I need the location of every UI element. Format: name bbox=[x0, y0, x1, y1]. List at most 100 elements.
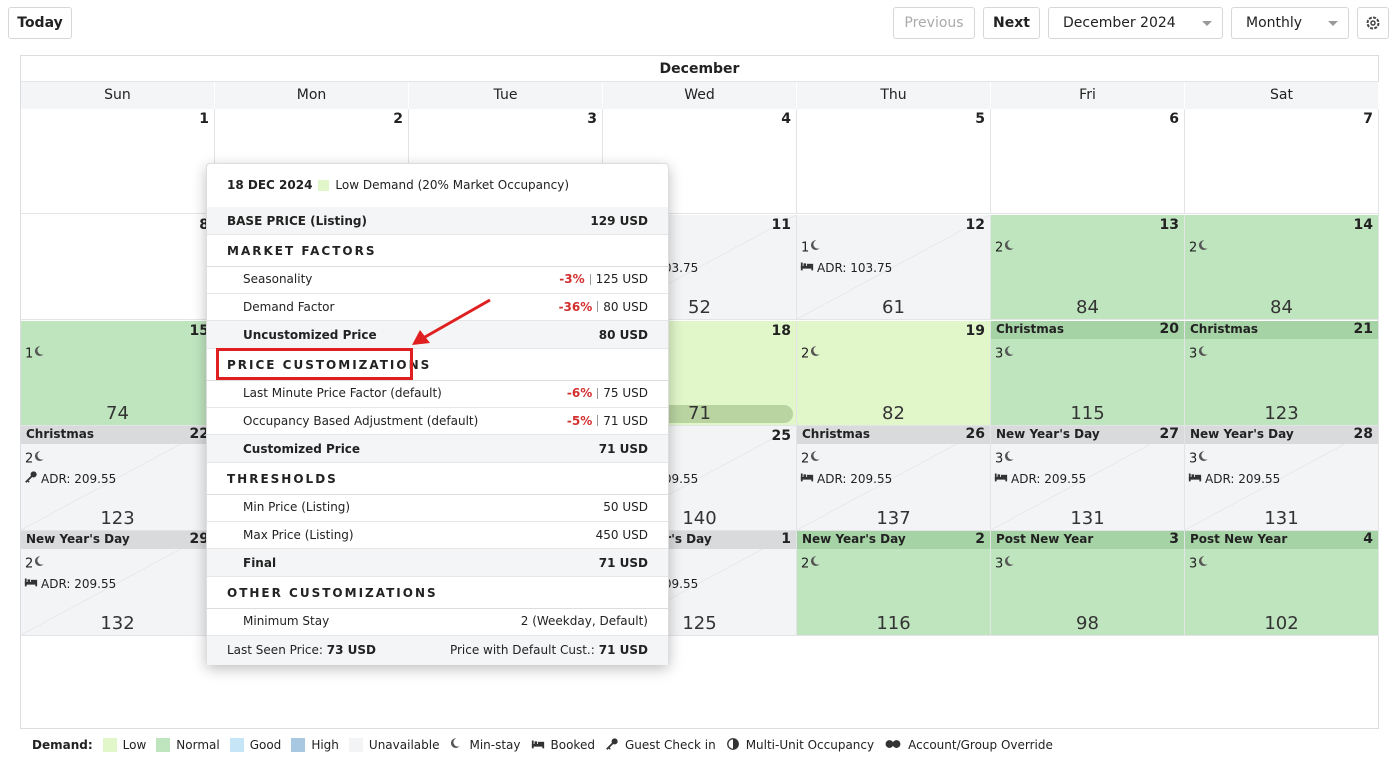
day-cell: 1 bbox=[21, 109, 215, 214]
min-stay-value: 2 bbox=[25, 451, 34, 467]
settings-button[interactable] bbox=[1357, 7, 1389, 39]
min-stay-value: 2 bbox=[1189, 240, 1198, 256]
price: 140 bbox=[682, 508, 717, 529]
weekday-label: Wed bbox=[603, 82, 797, 109]
day-cell: 14 2 84 bbox=[1185, 215, 1379, 320]
day-number: 11 bbox=[771, 217, 791, 233]
day-number: 25 bbox=[771, 428, 791, 444]
min-stay: 3 bbox=[1189, 555, 1211, 573]
day-number: 1 bbox=[781, 531, 791, 547]
weekday-label: Tue bbox=[409, 82, 603, 109]
popup-row: BASE PRICE (Listing) 129 USD bbox=[207, 207, 668, 235]
row-label: Max Price (Listing) bbox=[243, 527, 354, 542]
price: 115 bbox=[1070, 403, 1105, 424]
event-bar: New Year's Day 28 bbox=[1185, 426, 1378, 444]
row-separator bbox=[589, 273, 591, 285]
day-cell: New Year's Day 28 3 ADR: 209.55 131 bbox=[1185, 426, 1379, 531]
next-button[interactable]: Next bbox=[983, 7, 1040, 39]
min-stay-value: 2 bbox=[801, 556, 810, 572]
row-change: -36% bbox=[558, 299, 593, 314]
month-select[interactable]: December 2024 bbox=[1048, 7, 1223, 39]
moon-icon bbox=[1197, 555, 1211, 573]
day-number: 13 bbox=[1159, 217, 1179, 233]
today-button[interactable]: Today bbox=[8, 7, 72, 39]
ag-icon bbox=[884, 737, 902, 754]
popup-row: Final 71 USD bbox=[207, 549, 668, 577]
day-number: 6 bbox=[1169, 111, 1179, 127]
adr: ADR: 209.55 bbox=[24, 470, 116, 487]
price: 84 bbox=[1076, 297, 1099, 318]
bed-icon bbox=[994, 470, 1008, 487]
section-title: OTHER CUSTOMIZATIONS bbox=[227, 586, 438, 600]
day-number: 28 bbox=[1353, 426, 1373, 442]
previous-button[interactable]: Previous bbox=[893, 7, 975, 39]
day-cell: 13 2 84 bbox=[991, 215, 1185, 320]
row-label: Min Price (Listing) bbox=[243, 500, 351, 515]
price: 98 bbox=[1076, 613, 1099, 634]
default-value: 71 USD bbox=[598, 643, 648, 657]
day-cell: New Year's Day 29 2 ADR: 209.55 132 bbox=[21, 531, 215, 636]
moon-icon bbox=[1197, 450, 1211, 468]
bed-icon bbox=[531, 737, 545, 754]
day-number: 7 bbox=[1363, 111, 1373, 127]
row-value: 75 USD bbox=[603, 386, 648, 401]
price: 74 bbox=[106, 403, 129, 424]
price: 84 bbox=[1270, 297, 1293, 318]
section-rule bbox=[207, 494, 668, 495]
day-number: 2 bbox=[975, 531, 985, 547]
event-label: New Year's Day bbox=[1190, 427, 1294, 441]
day-cell: Christmas 26 2 ADR: 209.55 137 bbox=[797, 426, 991, 531]
price: 123 bbox=[100, 508, 135, 529]
event-bar: New Year's Day 2 bbox=[797, 531, 990, 549]
last-seen: Last Seen Price: 73 USD bbox=[227, 643, 450, 657]
day-cell: 8 bbox=[21, 215, 215, 320]
day-number: 18 bbox=[771, 323, 791, 339]
section-title: MARKET FACTORS bbox=[227, 244, 377, 258]
popup-row: Occupancy Based Adjustment (default) -5% 7… bbox=[207, 408, 668, 435]
min-stay: 2 bbox=[801, 345, 823, 363]
event-bar: Christmas 26 bbox=[797, 426, 990, 444]
event-bar: New Year's Day 29 bbox=[21, 531, 214, 549]
view-select[interactable]: Monthly bbox=[1231, 7, 1349, 39]
min-stay: 2 bbox=[801, 450, 823, 468]
popup-date: 18 DEC 2024 bbox=[227, 178, 313, 192]
day-number: 26 bbox=[965, 426, 985, 442]
weekday-label: Sat bbox=[1185, 82, 1379, 109]
moon-icon bbox=[33, 555, 47, 573]
day-number: 19 bbox=[965, 323, 985, 339]
price: 131 bbox=[1264, 508, 1299, 529]
row-value: 2 (Weekday, Default) bbox=[520, 614, 648, 629]
day-cell: Post New Year 3 3 98 bbox=[991, 531, 1185, 636]
day-cell: Christmas 21 3 123 bbox=[1185, 321, 1379, 426]
legend-label: Min-stay bbox=[469, 738, 521, 752]
row-value: 450 USD bbox=[595, 527, 648, 542]
popup-demand: Low Demand (20% Market Occupancy) bbox=[335, 178, 570, 192]
min-stay: 3 bbox=[1189, 345, 1211, 363]
bed-icon bbox=[800, 470, 814, 487]
popup-row: Demand Factor -36% 80 USD bbox=[207, 294, 668, 321]
min-stay-value: 2 bbox=[801, 451, 810, 467]
event-label: Christmas bbox=[26, 427, 95, 441]
last-seen-value: 73 USD bbox=[326, 643, 376, 657]
highlight-box bbox=[216, 348, 413, 380]
bed-icon bbox=[24, 575, 38, 592]
min-stay: 3 bbox=[995, 345, 1017, 363]
day-cell: 19 2 82 bbox=[797, 321, 991, 426]
last-seen-label: Last Seen Price: bbox=[227, 643, 323, 657]
day-number: 4 bbox=[781, 111, 791, 127]
min-stay-value: 3 bbox=[995, 451, 1004, 467]
adr: ADR: 209.55 bbox=[800, 470, 892, 487]
section-title: THRESHOLDS bbox=[227, 472, 338, 486]
min-stay: 2 bbox=[25, 450, 47, 468]
legend-label: Unavailable bbox=[368, 738, 440, 752]
min-stay-value: 2 bbox=[801, 346, 810, 362]
adr: ADR: 209.55 bbox=[24, 575, 116, 592]
section-rule bbox=[207, 266, 668, 267]
min-stay-value: 3 bbox=[995, 346, 1004, 362]
bed-icon bbox=[800, 259, 814, 276]
bed-icon bbox=[1188, 470, 1202, 487]
popup-row: Uncustomized Price 80 USD bbox=[207, 321, 668, 349]
min-stay-value: 3 bbox=[1189, 451, 1198, 467]
row-value: 71 USD bbox=[603, 413, 648, 428]
event-bar: Christmas 22 bbox=[21, 426, 214, 444]
